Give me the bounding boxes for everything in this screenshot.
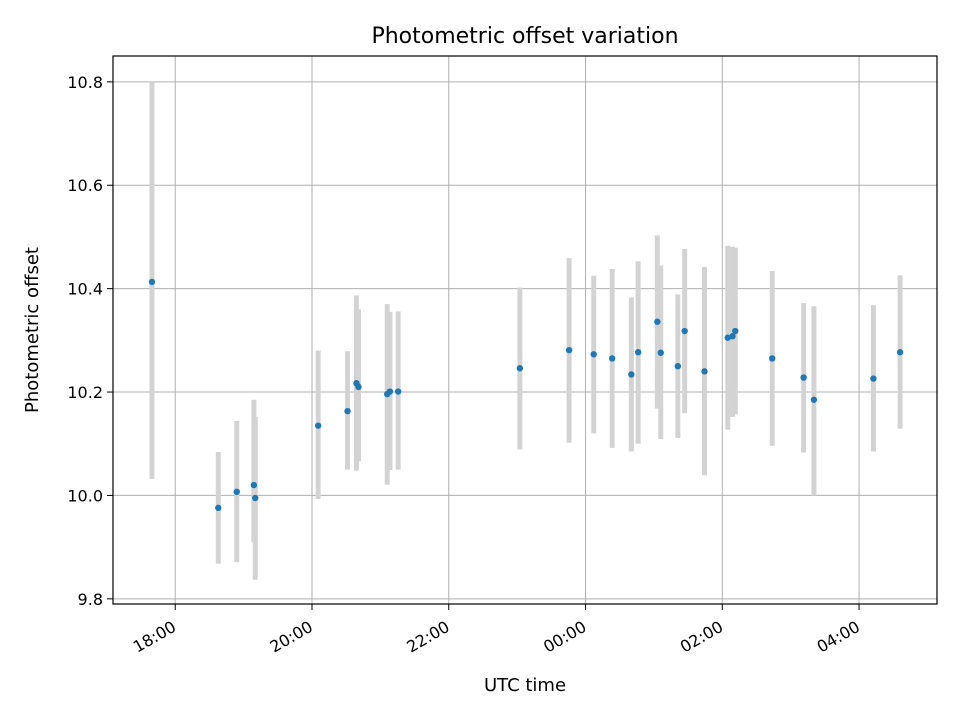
data-point [386, 388, 394, 395]
data-point [701, 368, 708, 375]
chart-title: Photometric offset variation [371, 24, 678, 49]
data-point [657, 349, 664, 356]
data-point [608, 355, 616, 362]
data-points [148, 278, 904, 512]
data-point [674, 362, 682, 370]
data-point [344, 407, 351, 415]
data-point [681, 327, 688, 335]
data-point [394, 388, 402, 395]
y-tick-label: 9.8 [78, 590, 103, 609]
data-point [800, 374, 807, 381]
y-tick-label: 10.6 [67, 176, 103, 195]
data-point [314, 422, 322, 429]
data-point [355, 383, 362, 391]
y-tick-label: 10.4 [67, 280, 103, 299]
y-tick-label: 10.2 [67, 383, 103, 402]
y-tick-label: 10.8 [67, 73, 103, 92]
data-point [215, 504, 222, 512]
grid [113, 56, 937, 604]
y-axis-ticks: 9.8 10.0 10.2 10.4 10.6 10.8 [67, 73, 113, 609]
data-point [729, 333, 736, 340]
data-point [769, 355, 776, 362]
data-point [590, 351, 597, 358]
data-point [634, 349, 642, 356]
data-point [810, 396, 818, 403]
data-point [896, 349, 904, 356]
data-point [252, 494, 259, 502]
data-point [870, 375, 877, 382]
plot-frame [112, 55, 938, 605]
data-point [148, 278, 156, 286]
data-point [654, 318, 661, 325]
data-point [516, 365, 524, 372]
data-point [250, 481, 258, 489]
x-axis-label: UTC time [484, 675, 566, 696]
data-point [565, 346, 573, 354]
data-point [233, 488, 240, 496]
y-tick-label: 10.0 [67, 486, 103, 505]
data-point [628, 371, 635, 378]
data-point [732, 327, 739, 335]
y-axis-label: Photometric offset [22, 247, 43, 413]
